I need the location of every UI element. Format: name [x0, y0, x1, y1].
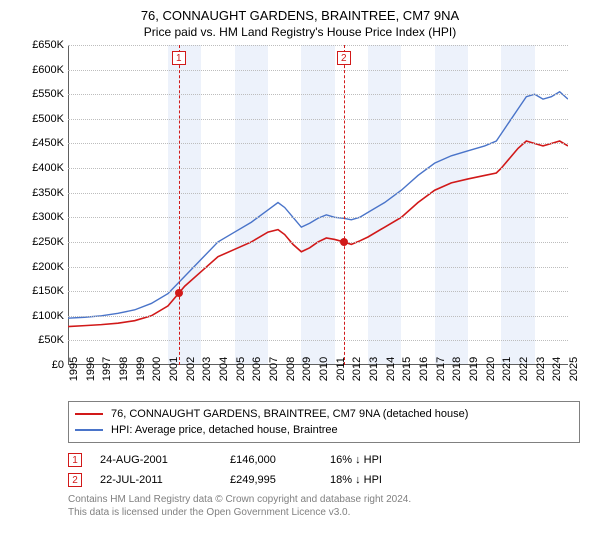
gridline-h	[68, 291, 568, 292]
gridline-h	[68, 340, 568, 341]
x-tick-label: 2020	[485, 357, 497, 381]
x-tick-label: 2005	[235, 357, 247, 381]
gridline-h	[68, 168, 568, 169]
transaction-price: £146,000	[230, 454, 330, 466]
transaction-diff: 18% ↓ HPI	[330, 474, 440, 486]
transactions-table: 1 24-AUG-2001£146,00016% ↓ HPI 2 22-JUL-201…	[68, 453, 580, 487]
x-tick-label: 1998	[118, 357, 130, 381]
gridline-h	[68, 217, 568, 218]
x-tick-label: 2008	[285, 357, 297, 381]
legend-item: 76, CONNAUGHT GARDENS, BRAINTREE, CM7 9N…	[75, 406, 573, 422]
x-tick-label: 2000	[151, 357, 163, 381]
x-tick-label: 2012	[351, 357, 363, 381]
gridline-h	[68, 45, 568, 46]
y-tick-label: £50K	[20, 334, 64, 346]
x-tick-label: 2014	[385, 357, 397, 381]
legend-item: HPI: Average price, detached house, Brai…	[75, 422, 573, 438]
plot-area: 12	[68, 45, 568, 365]
chart-lines	[68, 45, 568, 365]
data-point	[340, 238, 348, 246]
x-tick-label: 2011	[335, 357, 347, 381]
x-tick-label: 2002	[185, 357, 197, 381]
x-tick-label: 2007	[268, 357, 280, 381]
vertical-marker	[344, 45, 345, 365]
legend-label: 76, CONNAUGHT GARDENS, BRAINTREE, CM7 9N…	[111, 406, 468, 422]
y-tick-label: £550K	[20, 88, 64, 100]
x-tick-label: 2022	[518, 357, 530, 381]
x-tick-label: 2006	[251, 357, 263, 381]
data-point	[175, 289, 183, 297]
x-tick-label: 2019	[468, 357, 480, 381]
x-tick-label: 2018	[451, 357, 463, 381]
x-tick-label: 2017	[435, 357, 447, 381]
footer-line2: This data is licensed under the Open Gov…	[68, 506, 580, 519]
gridline-h	[68, 70, 568, 71]
y-tick-label: £450K	[20, 137, 64, 149]
y-tick-label: £500K	[20, 113, 64, 125]
y-tick-label: £250K	[20, 236, 64, 248]
transaction-date: 22-JUL-2011	[100, 474, 230, 486]
footer-line1: Contains HM Land Registry data © Crown c…	[68, 493, 580, 506]
gridline-h	[68, 193, 568, 194]
vertical-marker	[179, 45, 180, 365]
chart-area: 12 £0£50K£100K£150K£200K£250K£300K£350K£…	[20, 45, 580, 395]
marker-label-box: 2	[337, 51, 351, 65]
x-tick-label: 2023	[535, 357, 547, 381]
chart-container: 76, CONNAUGHT GARDENS, BRAINTREE, CM7 9N…	[0, 0, 600, 560]
transaction-row: 2 22-JUL-2011£249,99518% ↓ HPI	[68, 473, 580, 487]
y-tick-label: £200K	[20, 261, 64, 273]
series-line	[68, 92, 568, 318]
x-tick-label: 2009	[301, 357, 313, 381]
y-tick-label: £400K	[20, 162, 64, 174]
legend-swatch	[75, 413, 103, 415]
x-tick-label: 1995	[68, 357, 80, 381]
footer-attribution: Contains HM Land Registry data © Crown c…	[68, 493, 580, 519]
legend-swatch	[75, 429, 103, 431]
y-tick-label: £650K	[20, 39, 64, 51]
x-tick-label: 2013	[368, 357, 380, 381]
gridline-h	[68, 94, 568, 95]
legend-label: HPI: Average price, detached house, Brai…	[111, 422, 338, 438]
y-tick-label: £600K	[20, 64, 64, 76]
y-tick-label: £100K	[20, 310, 64, 322]
x-tick-label: 2015	[401, 357, 413, 381]
transaction-price: £249,995	[230, 474, 330, 486]
legend: 76, CONNAUGHT GARDENS, BRAINTREE, CM7 9N…	[68, 401, 580, 443]
transaction-marker: 2	[68, 473, 82, 487]
transaction-row: 1 24-AUG-2001£146,00016% ↓ HPI	[68, 453, 580, 467]
x-tick-label: 2003	[201, 357, 213, 381]
y-tick-label: £300K	[20, 211, 64, 223]
gridline-h	[68, 143, 568, 144]
transaction-diff: 16% ↓ HPI	[330, 454, 440, 466]
gridline-h	[68, 316, 568, 317]
y-tick-label: £0	[20, 359, 64, 371]
x-tick-label: 2021	[501, 357, 513, 381]
x-tick-label: 2001	[168, 357, 180, 381]
x-tick-label: 2024	[551, 357, 563, 381]
marker-label-box: 1	[172, 51, 186, 65]
transaction-marker: 1	[68, 453, 82, 467]
chart-title-line2: Price paid vs. HM Land Registry's House …	[0, 23, 600, 45]
y-tick-label: £150K	[20, 285, 64, 297]
x-tick-label: 1999	[135, 357, 147, 381]
x-tick-label: 2025	[568, 357, 580, 381]
y-tick-label: £350K	[20, 187, 64, 199]
gridline-h	[68, 242, 568, 243]
gridline-h	[68, 267, 568, 268]
x-tick-label: 2004	[218, 357, 230, 381]
x-tick-label: 1997	[101, 357, 113, 381]
x-tick-label: 1996	[85, 357, 97, 381]
chart-title-line1: 76, CONNAUGHT GARDENS, BRAINTREE, CM7 9N…	[0, 0, 600, 23]
x-tick-label: 2010	[318, 357, 330, 381]
gridline-h	[68, 119, 568, 120]
x-tick-label: 2016	[418, 357, 430, 381]
transaction-date: 24-AUG-2001	[100, 454, 230, 466]
